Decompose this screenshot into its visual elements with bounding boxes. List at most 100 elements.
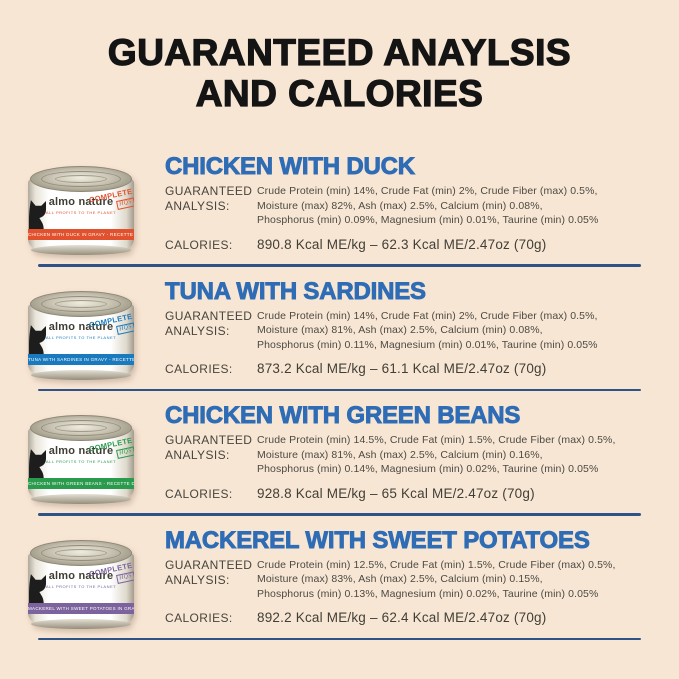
analysis-line: Moisture (max) 81%, Ash (max) 2.5%, Calc… <box>257 448 543 461</box>
brand-tagline: ALL PROFITS TO THE PLANET <box>45 334 117 340</box>
cat-silhouette-icon <box>29 573 46 612</box>
section-text: TUNA WITH SARDINES GUARANTEED ANALYSIS: … <box>165 277 641 378</box>
flavor-band: MACKEREL WITH SWEET POTATOES IN GRAVY - … <box>28 602 134 614</box>
hqs-text: HQS <box>115 197 134 211</box>
product-can-image: almo nature ALL PROFITS TO THE PLANET CO… <box>28 290 134 380</box>
analysis-line: Phosphorus (min) 0.13%, Magnesium (min) … <box>257 587 599 600</box>
can-lid <box>30 415 132 441</box>
analysis-line: Phosphorus (min) 0.09%, Magnesium (min) … <box>257 214 599 226</box>
section-heading: TUNA WITH SARDINES <box>165 277 427 305</box>
calories-label: CALORIES: <box>165 237 233 252</box>
product-section-mackerel-sweet-potatoes: almo nature ALL PROFITS TO THE PLANET CO… <box>0 526 679 638</box>
flavor-band: CHICKEN WITH GREEN BEANS - RECETTE DE PO… <box>28 478 134 489</box>
product-section-chicken-green-beans: almo nature ALL PROFITS TO THE PLANET CO… <box>0 403 679 513</box>
cat-silhouette-icon <box>29 449 46 487</box>
calories-row: CALORIES: 928.8 Kcal ME/kg – 65 Kcal ME/… <box>165 486 641 502</box>
brand-logo: almo nature <box>48 196 114 208</box>
analysis-line: Moisture (max) 83%, Ash (max) 2.5%, Calc… <box>257 573 543 585</box>
section-divider <box>38 264 641 267</box>
hqs-text: HQS <box>115 321 134 335</box>
analysis-line: Crude Protein (min) 14%, Crude Fat (min)… <box>257 309 598 322</box>
guaranteed-analysis-row: GUARANTEED ANALYSIS: Crude Protein (min)… <box>165 433 641 477</box>
product-can-image: almo nature ALL PROFITS TO THE PLANET CO… <box>28 539 134 629</box>
calories-row: CALORIES: 892.2 Kcal ME/kg – 62.4 Kcal M… <box>165 610 641 626</box>
can-bottom-rim <box>31 618 131 629</box>
can-bottom-rim <box>31 245 131 255</box>
section-heading: CHICKEN WITH DUCK <box>165 153 416 180</box>
section-text: MACKEREL WITH SWEET POTATOES GUARANTEED … <box>165 526 641 627</box>
calories-value: 928.8 Kcal ME/kg – 65 Kcal ME/2.47oz (70… <box>257 485 535 501</box>
calories-label: CALORIES: <box>165 486 233 501</box>
brand-tagline: ALL PROFITS TO THE PLANET <box>45 210 117 215</box>
calories-value: 892.2 Kcal ME/kg – 62.4 Kcal ME/2.47oz (… <box>257 610 547 625</box>
can-column: almo nature ALL PROFITS TO THE PLANET CO… <box>28 403 165 504</box>
section-divider <box>38 513 641 516</box>
can-lid <box>30 290 132 317</box>
analysis-text: Crude Protein (min) 14%, Crude Fat (min)… <box>257 309 641 353</box>
brand-tagline: ALL PROFITS TO THE PLANET <box>45 459 117 464</box>
label-line: GUARANTEED <box>165 184 253 198</box>
label-line: GUARANTEED <box>165 308 253 323</box>
section-heading: CHICKEN WITH GREEN BEANS <box>165 402 521 429</box>
flavor-band: TUNA WITH SARDINES IN GRAVY - RECETTE DE… <box>28 353 134 365</box>
product-can-image: almo nature ALL PROFITS TO THE PLANET CO… <box>28 415 134 504</box>
product-section-tuna-sardines: almo nature ALL PROFITS TO THE PLANET CO… <box>0 277 679 389</box>
brand-logo: almo nature <box>48 320 114 333</box>
brand-logo: almo nature <box>48 569 114 582</box>
calories-label: CALORIES: <box>165 611 233 625</box>
guaranteed-analysis-row: GUARANTEED ANALYSIS: Crude Protein (min)… <box>165 558 641 602</box>
brand-tagline: ALL PROFITS TO THE PLANET <box>45 583 117 589</box>
analysis-text: Crude Protein (min) 14%, Crude Fat (min)… <box>257 184 641 228</box>
guaranteed-analysis-label: GUARANTEED ANALYSIS: <box>165 558 257 602</box>
label-line: GUARANTEED <box>165 433 253 447</box>
page-title-line1: GUARANTEED ANAYLSIS <box>107 31 572 73</box>
section-heading: MACKEREL WITH SWEET POTATOES <box>165 526 591 554</box>
guaranteed-analysis-row: GUARANTEED ANALYSIS: Crude Protein (min)… <box>165 184 641 228</box>
page-title-line2: AND CALORIES <box>195 72 484 114</box>
analysis-text: Crude Protein (min) 12.5%, Crude Fat (mi… <box>257 558 641 602</box>
label-line: GUARANTEED <box>165 557 253 572</box>
guaranteed-analysis-row: GUARANTEED ANALYSIS: Crude Protein (min)… <box>165 309 641 353</box>
label-line: ANALYSIS: <box>165 199 230 213</box>
can-column: almo nature ALL PROFITS TO THE PLANET CO… <box>28 528 165 629</box>
analysis-line: Phosphorus (min) 0.14%, Magnesium (min) … <box>257 463 599 475</box>
section-divider <box>38 388 641 391</box>
guaranteed-analysis-label: GUARANTEED ANALYSIS: <box>165 309 257 353</box>
brand-logo: almo nature <box>48 445 114 457</box>
page-title: GUARANTEED ANAYLSIS AND CALORIES <box>0 0 679 114</box>
calories-row: CALORIES: 873.2 Kcal ME/kg – 61.1 Kcal M… <box>165 361 641 377</box>
hqs-text: HQS <box>115 570 134 584</box>
analysis-line: Crude Protein (min) 14%, Crude Fat (min)… <box>257 185 598 197</box>
label-line: ANALYSIS: <box>165 572 230 587</box>
can-label: almo nature ALL PROFITS TO THE PLANET CO… <box>28 428 134 498</box>
analysis-line: Crude Protein (min) 14.5%, Crude Fat (mi… <box>257 434 616 446</box>
flavor-band: CHICKEN WITH DUCK IN GRAVY - RECETTE DE … <box>28 229 134 240</box>
calories-row: CALORIES: 890.8 Kcal ME/kg – 62.3 Kcal M… <box>165 237 641 253</box>
product-section-chicken-duck: almo nature ALL PROFITS TO THE PLANET CO… <box>0 154 679 264</box>
cat-silhouette-icon <box>29 324 46 363</box>
analysis-text: Crude Protein (min) 14.5%, Crude Fat (mi… <box>257 433 641 477</box>
hqs-text: HQS <box>115 446 134 460</box>
calories-value: 873.2 Kcal ME/kg – 61.1 Kcal ME/2.47oz (… <box>257 361 547 376</box>
can-lid <box>30 166 132 192</box>
can-column: almo nature ALL PROFITS TO THE PLANET CO… <box>28 279 165 380</box>
guaranteed-analysis-label: GUARANTEED ANALYSIS: <box>165 184 257 228</box>
product-can-image: almo nature ALL PROFITS TO THE PLANET CO… <box>28 166 134 255</box>
analysis-line: Phosphorus (min) 0.11%, Magnesium (min) … <box>257 338 598 351</box>
analysis-line: Moisture (max) 81%, Ash (max) 2.5%, Calc… <box>257 324 543 336</box>
section-text: CHICKEN WITH DUCK GUARANTEED ANALYSIS: C… <box>165 154 641 253</box>
can-bottom-rim <box>31 369 131 380</box>
analysis-line: Moisture (max) 82%, Ash (max) 2.5%, Calc… <box>257 199 543 212</box>
cat-silhouette-icon <box>29 200 46 238</box>
section-divider <box>38 637 641 640</box>
label-line: ANALYSIS: <box>165 323 230 338</box>
calories-label: CALORIES: <box>165 362 233 376</box>
section-text: CHICKEN WITH GREEN BEANS GUARANTEED ANAL… <box>165 403 641 502</box>
can-bottom-rim <box>31 494 131 504</box>
calories-value: 890.8 Kcal ME/kg – 62.3 Kcal ME/2.47oz (… <box>257 236 547 252</box>
label-line: ANALYSIS: <box>165 448 230 462</box>
can-column: almo nature ALL PROFITS TO THE PLANET CO… <box>28 154 165 255</box>
can-lid <box>30 539 132 566</box>
guaranteed-analysis-label: GUARANTEED ANALYSIS: <box>165 433 257 477</box>
analysis-line: Crude Protein (min) 12.5%, Crude Fat (mi… <box>257 558 616 571</box>
